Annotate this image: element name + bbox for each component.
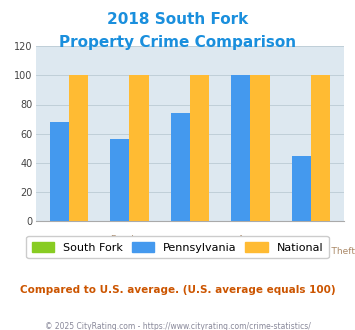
- Bar: [69, 75, 88, 221]
- Legend: South Fork, Pennsylvania, National: South Fork, Pennsylvania, National: [26, 236, 329, 258]
- Bar: [291, 155, 311, 221]
- Bar: [170, 113, 190, 221]
- Text: All Property Crime: All Property Crime: [28, 248, 110, 256]
- Bar: [250, 75, 270, 221]
- Bar: [190, 75, 209, 221]
- Bar: [311, 75, 330, 221]
- Bar: [231, 75, 250, 221]
- Text: Property Crime Comparison: Property Crime Comparison: [59, 35, 296, 50]
- Text: Burglary: Burglary: [110, 235, 149, 244]
- Bar: [130, 75, 149, 221]
- Text: Motor Vehicle Theft: Motor Vehicle Theft: [267, 248, 355, 256]
- Text: 2018 South Fork: 2018 South Fork: [107, 12, 248, 26]
- Text: Compared to U.S. average. (U.S. average equals 100): Compared to U.S. average. (U.S. average …: [20, 285, 335, 295]
- Text: Larceny & Theft: Larceny & Theft: [154, 248, 226, 256]
- Text: Arson: Arson: [237, 235, 263, 244]
- Bar: [50, 122, 69, 221]
- Text: © 2025 CityRating.com - https://www.cityrating.com/crime-statistics/: © 2025 CityRating.com - https://www.city…: [45, 322, 310, 330]
- Bar: [110, 140, 130, 221]
